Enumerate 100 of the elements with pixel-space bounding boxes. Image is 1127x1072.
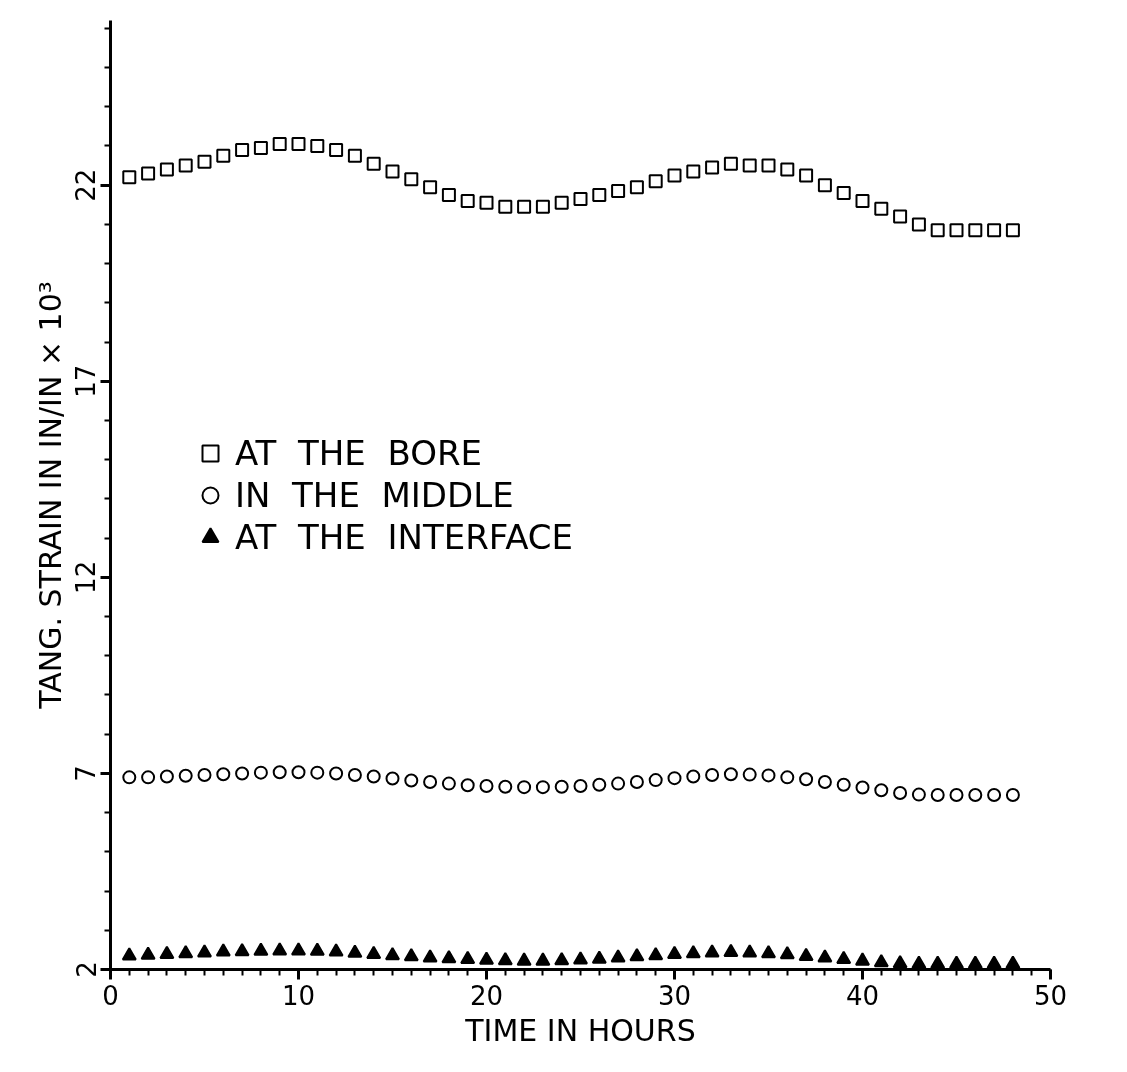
point (291, 765, 306, 780)
point (648, 946, 664, 961)
point (686, 769, 701, 784)
point (460, 950, 476, 965)
point (516, 952, 532, 966)
point (403, 948, 419, 962)
point (967, 955, 983, 969)
point (610, 949, 626, 963)
point (911, 217, 926, 232)
point (197, 154, 212, 169)
point (347, 148, 362, 163)
point (893, 209, 908, 224)
point (667, 945, 682, 959)
point (479, 778, 494, 793)
y-axis-title: TANG. STRAIN IN IN/IN × 10³ (32, 281, 68, 710)
point (1005, 955, 1021, 969)
point (667, 168, 682, 183)
y-tick-label: 7 (71, 765, 102, 782)
point (366, 156, 381, 171)
point (159, 769, 174, 784)
legend-label: AT THE BORE (235, 432, 483, 473)
point (328, 943, 344, 957)
point (855, 952, 870, 966)
point (930, 955, 946, 969)
point (272, 765, 287, 780)
point (422, 949, 438, 963)
point (404, 773, 419, 788)
point (479, 195, 494, 210)
point (535, 952, 551, 966)
point (573, 951, 588, 965)
point (234, 942, 250, 957)
point (817, 775, 832, 790)
legend-label: AT THE INTERFACE (235, 516, 574, 557)
point (592, 777, 607, 792)
point (197, 944, 212, 958)
point (873, 953, 889, 968)
point (121, 947, 137, 961)
point (141, 770, 156, 785)
point (817, 949, 833, 963)
y-tick-label: 17 (71, 364, 102, 398)
point (253, 765, 268, 780)
point (366, 945, 382, 959)
point (441, 776, 456, 791)
point (686, 164, 701, 179)
point (253, 942, 269, 956)
point (517, 780, 532, 795)
point (178, 944, 194, 959)
point (1005, 223, 1020, 238)
point (648, 773, 663, 788)
point (216, 148, 231, 163)
point (178, 768, 193, 783)
x-tick-label: 30 (657, 980, 692, 1011)
point (141, 166, 156, 181)
point (667, 771, 682, 786)
y-tick-label: 2 (71, 961, 102, 978)
point (310, 138, 325, 153)
y-tick-label: 12 (71, 560, 102, 594)
legend-label: IN THE MIDDLE (235, 474, 514, 515)
point (253, 140, 268, 155)
point (629, 180, 644, 195)
x-tick-label: 10 (281, 980, 316, 1011)
point (404, 172, 419, 187)
point (385, 771, 400, 786)
point (949, 955, 964, 969)
point (723, 943, 739, 957)
point (611, 184, 626, 199)
x-tick-label: 20 (469, 980, 504, 1011)
point (573, 191, 588, 206)
point (705, 768, 720, 782)
point (216, 767, 231, 782)
point (592, 188, 607, 203)
point (423, 775, 438, 790)
point (723, 767, 738, 782)
point (272, 942, 288, 956)
point (685, 944, 701, 959)
point (799, 168, 814, 183)
point (836, 777, 851, 792)
point (817, 178, 832, 193)
point (159, 162, 174, 177)
point (385, 164, 400, 179)
point (761, 768, 776, 783)
point (497, 951, 513, 966)
point (441, 950, 457, 964)
point (272, 137, 287, 152)
point (347, 768, 362, 782)
point (329, 766, 344, 781)
point (987, 223, 1002, 238)
point (479, 951, 494, 965)
point (235, 142, 250, 157)
point (178, 158, 193, 173)
point (554, 195, 569, 210)
point (742, 944, 758, 958)
point (122, 170, 137, 185)
point (291, 137, 306, 152)
point (554, 779, 569, 794)
point (611, 776, 626, 791)
point (215, 943, 231, 957)
point (761, 158, 776, 173)
point (855, 780, 870, 795)
point (949, 788, 964, 802)
